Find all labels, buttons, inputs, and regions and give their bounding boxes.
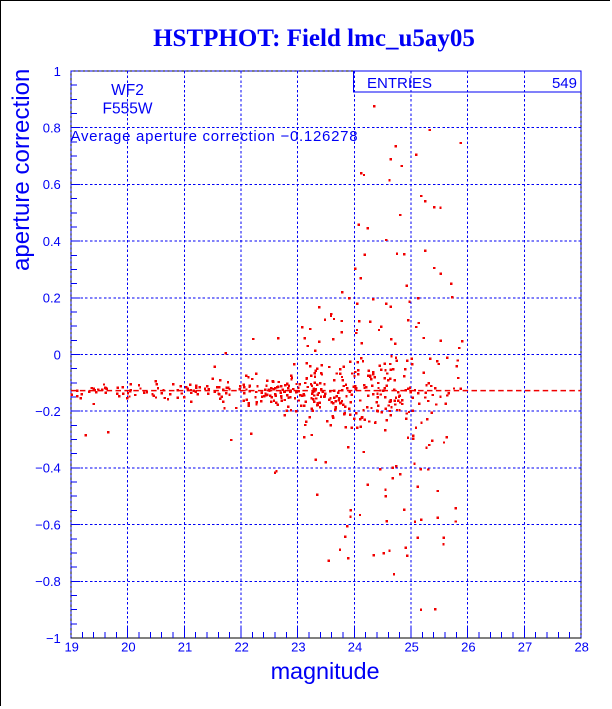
svg-text:549: 549	[552, 75, 577, 92]
svg-text:F555W: F555W	[103, 101, 153, 118]
svg-text:−1: −1	[46, 631, 61, 646]
svg-text:28: 28	[574, 640, 588, 655]
svg-text:1: 1	[54, 64, 61, 79]
svg-text:26: 26	[461, 640, 475, 655]
svg-text:20: 20	[121, 640, 135, 655]
svg-text:0.8: 0.8	[43, 121, 61, 136]
svg-text:0.4: 0.4	[43, 234, 61, 249]
svg-text:27: 27	[518, 640, 532, 655]
svg-text:−0.4: −0.4	[35, 461, 61, 476]
svg-text:Average aperture correction −0: Average aperture correction −0.126278	[71, 128, 359, 145]
svg-text:−0.8: −0.8	[35, 574, 61, 589]
svg-text:23: 23	[291, 640, 305, 655]
svg-text:magnitude: magnitude	[271, 658, 380, 684]
svg-text:0.2: 0.2	[43, 291, 61, 306]
svg-text:0.6: 0.6	[43, 177, 61, 192]
svg-text:WF2: WF2	[111, 82, 144, 99]
svg-text:24: 24	[348, 640, 362, 655]
svg-text:22: 22	[234, 640, 248, 655]
svg-text:HSTPHOT: Field lmc_u5ay05: HSTPHOT: Field lmc_u5ay05	[153, 25, 475, 52]
svg-text:aperture correction: aperture correction	[8, 69, 35, 271]
svg-text:−0.6: −0.6	[35, 517, 61, 532]
svg-text:−0.2: −0.2	[35, 404, 61, 419]
svg-text:0: 0	[54, 347, 61, 362]
svg-text:ENTRIES: ENTRIES	[367, 75, 432, 92]
svg-text:25: 25	[404, 640, 418, 655]
svg-text:21: 21	[178, 640, 192, 655]
svg-text:19: 19	[64, 640, 78, 655]
